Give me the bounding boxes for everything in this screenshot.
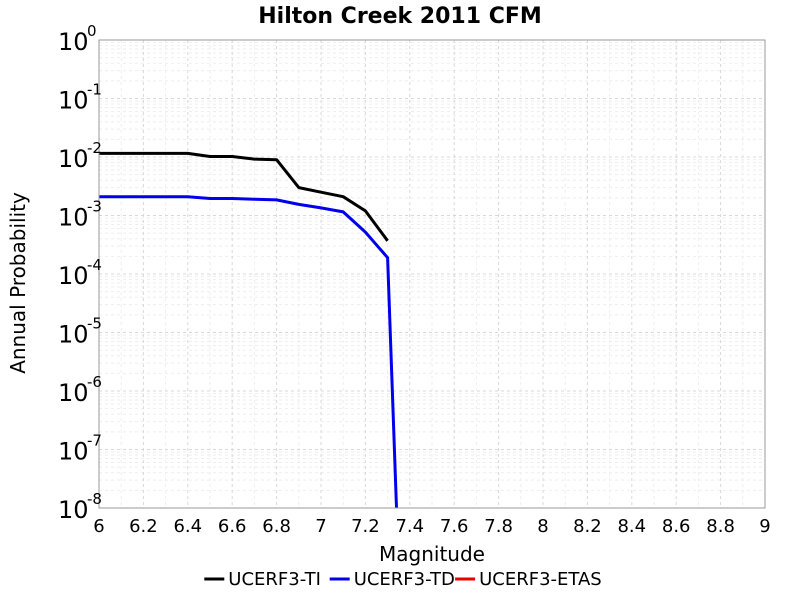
y-tick-label: 10 [58, 204, 89, 232]
y-tick-label: 10 [58, 496, 89, 524]
x-axis-label: Magnitude [379, 542, 485, 566]
x-tick-labels: 6 6.2 6.4 6.6 6.8 7 7.2 7.4 7.6 7.8 8 8.2 8.4 8.6 8.8 9 [93, 516, 770, 537]
x-tick-label: 8.4 [617, 516, 646, 537]
x-tick-label: 9 [759, 516, 770, 537]
x-tick-label: 8.8 [706, 516, 735, 537]
plot-border [98, 39, 766, 509]
y-tick-exponent: 0 [87, 22, 97, 40]
series-line-ucerf3-td [99, 195, 398, 509]
legend-label-ucerf3-etas: UCERF3-ETAS [479, 569, 602, 590]
y-tick-exponent: -5 [87, 315, 102, 333]
y-tick-exponent: -1 [87, 81, 102, 99]
y-tick-exponent: -8 [87, 490, 102, 508]
y-tick-exponent: -3 [87, 198, 102, 216]
legend: UCERF3-TI UCERF3-TD UCERF3-ETAS [204, 569, 602, 590]
y-tick-label: 10 [58, 145, 89, 173]
x-tick-label: 7.4 [395, 516, 424, 537]
series-line-ucerf3-ti [99, 151, 389, 242]
x-tick-label: 6 [93, 516, 104, 537]
y-tick-exponent: -6 [87, 373, 102, 391]
x-tick-label: 6.6 [218, 516, 247, 537]
y-tick-exponent: -4 [87, 256, 102, 274]
y-tick-label: 10 [58, 262, 89, 290]
y-tick-label: 10 [58, 28, 89, 56]
x-tick-label: 6.4 [173, 516, 202, 537]
y-tick-label: 10 [58, 321, 89, 349]
y-axis-label: Annual Probability [6, 192, 30, 374]
x-tick-label: 8.6 [662, 516, 691, 537]
x-tick-label: 6.8 [262, 516, 291, 537]
series-layer [99, 151, 398, 509]
legend-label-ucerf3-ti: UCERF3-TI [228, 569, 321, 590]
x-tick-label: 8 [537, 516, 548, 537]
y-tick-label: 10 [58, 438, 89, 466]
x-tick-label: 8.2 [573, 516, 602, 537]
y-tick-label: 10 [58, 379, 89, 407]
chart-title: Hilton Creek 2011 CFM [258, 4, 542, 29]
x-tick-label: 7.2 [351, 516, 380, 537]
x-tick-label: 7.8 [484, 516, 513, 537]
x-tick-label: 7 [315, 516, 326, 537]
y-tick-label: 10 [58, 87, 89, 115]
x-tick-label: 6.2 [129, 516, 158, 537]
y-tick-exponent: -2 [87, 139, 102, 157]
legend-label-ucerf3-td: UCERF3-TD [354, 569, 455, 590]
x-tick-label: 7.6 [440, 516, 469, 537]
y-tick-exponent: -7 [87, 432, 102, 450]
